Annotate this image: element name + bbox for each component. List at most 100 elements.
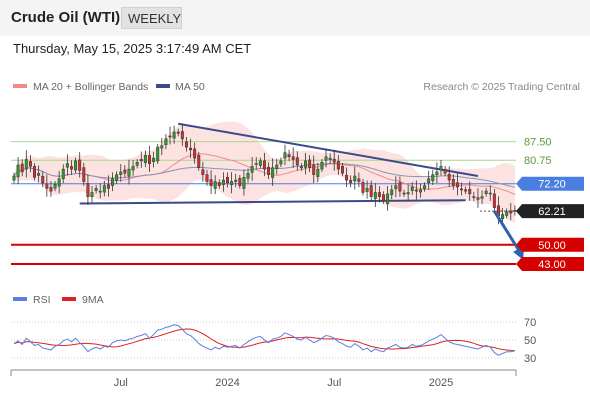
- candle-body: [12, 175, 16, 181]
- candle-body: [94, 188, 98, 191]
- candle-80: [340, 162, 344, 177]
- candle-120: [505, 208, 509, 219]
- candle-12: [61, 164, 65, 184]
- timestamp: Thursday, May 15, 2025 3:17:49 AM CET: [13, 41, 252, 56]
- candle-body: [33, 166, 37, 178]
- candle-body: [135, 162, 139, 166]
- candle-body: [45, 183, 49, 189]
- candle-body: [361, 182, 365, 193]
- candle-116: [488, 185, 492, 201]
- level-label-3: 62.21: [538, 206, 566, 218]
- candle-body: [365, 188, 369, 192]
- candle-35: [156, 143, 160, 164]
- timeframe-button[interactable]: WEEKLY: [121, 7, 182, 29]
- candle-67: [287, 149, 291, 162]
- candle-85: [361, 179, 365, 196]
- level-tag-2: [516, 176, 584, 191]
- candle-body: [201, 169, 205, 175]
- candle-96: [406, 184, 410, 201]
- candle-body: [320, 162, 324, 170]
- candle-9: [49, 181, 53, 197]
- legend-swatch-ma20: [13, 84, 27, 88]
- candle-117: [492, 189, 496, 212]
- candle-body: [168, 135, 172, 138]
- candle-body: [398, 182, 402, 192]
- candle-109: [460, 182, 464, 196]
- candle-33: [148, 146, 151, 173]
- candle-body: [148, 155, 151, 164]
- candle-body: [221, 179, 225, 185]
- candle-body: [423, 185, 427, 190]
- candle-body: [443, 169, 447, 174]
- candle-body: [464, 189, 468, 192]
- candle-body: [308, 159, 312, 169]
- candle-body: [139, 159, 143, 162]
- rsi-9ma-line: [13, 328, 515, 352]
- candle-57: [246, 168, 250, 183]
- candle-43: [189, 138, 193, 159]
- candle-47: [205, 169, 209, 186]
- candle-10: [53, 180, 57, 192]
- candle-body: [299, 166, 303, 169]
- candle-66: [283, 144, 287, 166]
- candle-20: [94, 185, 98, 194]
- candle-body: [193, 148, 197, 159]
- candle-121: [509, 202, 513, 221]
- candle-73: [312, 155, 316, 184]
- candle-106: [447, 166, 451, 188]
- candle-body: [492, 193, 496, 208]
- candle-105: [443, 165, 447, 177]
- candle-15: [74, 157, 78, 174]
- candle-body: [254, 163, 258, 165]
- candle-body: [164, 138, 168, 146]
- x-tick-label-2: Jul: [327, 377, 341, 389]
- candle-body: [143, 155, 147, 164]
- candle-body: [431, 174, 435, 181]
- candlesticks: [12, 123, 517, 225]
- candle-78: [332, 149, 336, 171]
- candle-body: [234, 179, 238, 182]
- candle-body: [373, 192, 377, 199]
- candle-body: [250, 166, 254, 173]
- candle-body: [505, 211, 509, 216]
- candle-94: [398, 176, 402, 197]
- candle-37: [164, 134, 168, 150]
- candle-24: [111, 172, 115, 192]
- candle-40: [176, 128, 180, 137]
- candle-61: [262, 153, 266, 177]
- candle-body: [328, 157, 332, 160]
- candle-91: [386, 186, 390, 211]
- candle-body: [49, 187, 53, 192]
- candle-body: [316, 168, 320, 177]
- candle-48: [209, 170, 213, 195]
- candle-19: [90, 186, 94, 203]
- candle-body: [209, 179, 213, 186]
- candle-86: [365, 180, 369, 199]
- candle-body: [24, 159, 28, 170]
- candle-104: [439, 160, 443, 176]
- candle-31: [139, 151, 143, 168]
- level-tag-4: [516, 237, 584, 252]
- legend-swatch-9ma: [62, 297, 76, 301]
- candle-100: [423, 182, 427, 192]
- candle-41: [180, 123, 184, 146]
- candle-body: [332, 158, 336, 163]
- candle-79: [336, 154, 340, 175]
- candle-56: [242, 169, 246, 196]
- candle-110: [464, 186, 468, 195]
- candle-83: [353, 166, 357, 190]
- candle-body: [353, 175, 357, 182]
- candle-body: [262, 160, 266, 170]
- candle-30: [135, 158, 139, 169]
- candle-body: [111, 178, 115, 186]
- candle-body: [180, 131, 184, 140]
- candle-body: [65, 163, 69, 168]
- candle-36: [160, 137, 164, 156]
- candle-55: [238, 174, 242, 189]
- candle-64: [275, 158, 279, 175]
- level-tag-3: [516, 204, 584, 219]
- candle-body: [258, 160, 262, 166]
- candle-body: [189, 147, 193, 151]
- candle-body: [61, 168, 65, 179]
- candle-body: [509, 210, 513, 214]
